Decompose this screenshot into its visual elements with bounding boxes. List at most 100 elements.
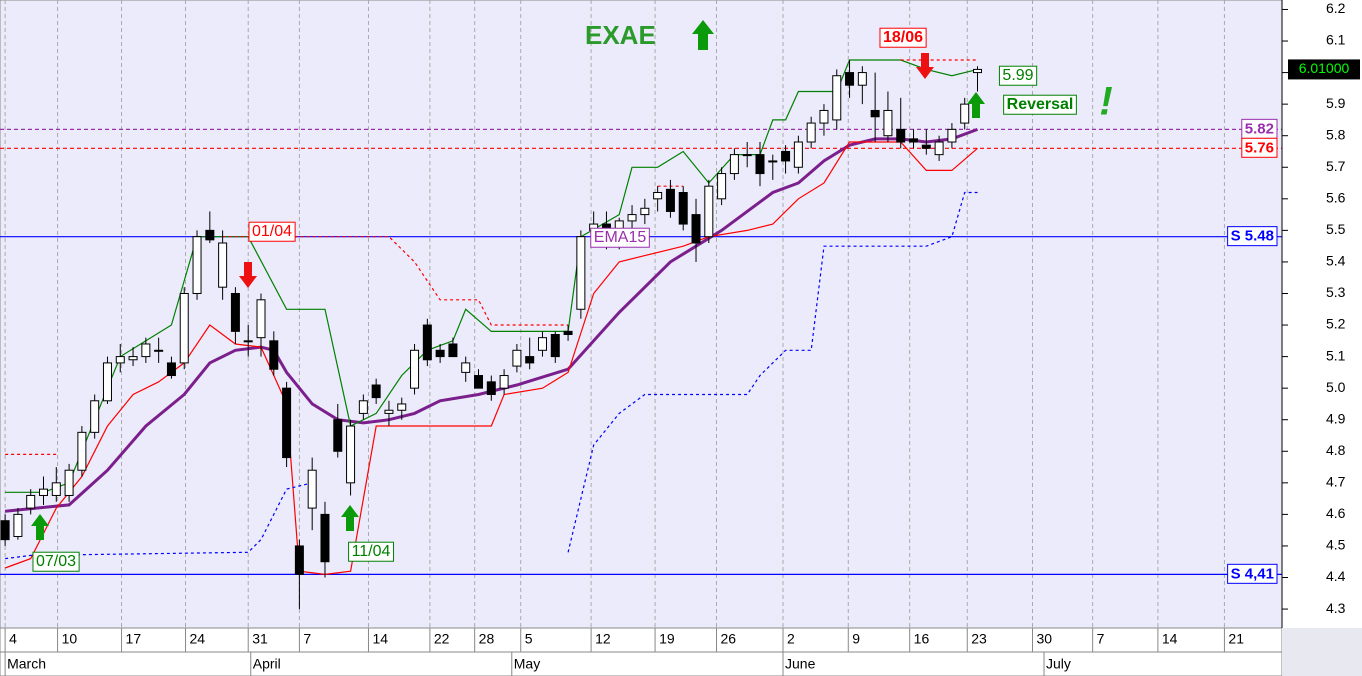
candle-body	[192, 236, 202, 294]
candle-body	[320, 513, 330, 563]
y-tick-label: 4.9	[1326, 410, 1346, 426]
down-arrow	[239, 262, 257, 288]
x-tick-label: 12	[595, 631, 611, 647]
candle-body	[102, 362, 112, 402]
x-tick-label: 16	[914, 631, 930, 647]
level-label: 5.82	[1245, 120, 1274, 137]
candle-body	[0, 520, 10, 541]
x-tick-label: 5	[525, 631, 533, 647]
y-tick-label: 4.4	[1326, 568, 1346, 584]
x-tick-label: 9	[852, 631, 860, 647]
candle-body	[934, 141, 944, 156]
candle-body	[51, 482, 61, 496]
y-tick-label: 5.8	[1326, 126, 1346, 142]
candle-body	[576, 236, 586, 310]
y-tick-label: 6.2	[1326, 0, 1346, 16]
annotation-box	[998, 65, 1038, 86]
x-tick-label: 17	[126, 631, 142, 647]
indicator-line	[5, 191, 978, 560]
annotation-box	[1003, 94, 1077, 115]
y-tick-label: 5.1	[1326, 347, 1346, 363]
annotation: 18/06	[883, 29, 923, 46]
indicator-line	[4, 127, 979, 513]
level-label-box	[1227, 563, 1278, 584]
candle-body	[397, 403, 407, 411]
annotation-box	[32, 551, 80, 572]
x-tick-label: 14	[372, 631, 388, 647]
candle-body	[781, 150, 791, 162]
up-arrow	[341, 505, 359, 531]
x-tick-label: 22	[434, 631, 450, 647]
y-tick-label: 5.3	[1326, 284, 1346, 300]
lines	[4, 59, 979, 576]
candle-body	[819, 109, 829, 124]
candle-body	[947, 128, 957, 143]
candle-body	[857, 72, 867, 86]
annotation-box	[248, 221, 296, 242]
candle-body	[512, 349, 522, 367]
candle-body	[665, 188, 675, 212]
x-tick-label: 21	[1228, 631, 1244, 647]
candle-body	[486, 381, 496, 395]
up-arrow	[692, 20, 714, 50]
candle-body	[282, 387, 292, 459]
y-tick-label: 4.3	[1326, 600, 1346, 616]
candle-body	[269, 340, 279, 370]
y-tick-label: 5.0	[1326, 379, 1346, 395]
candle-body	[39, 488, 49, 496]
candle-body	[717, 173, 727, 200]
annotation: 11/04	[352, 543, 391, 560]
chart-title: EXAE	[585, 20, 656, 50]
candle-body	[729, 154, 739, 175]
candle-body	[256, 299, 266, 339]
x-tick-label: 14	[1162, 631, 1178, 647]
candle-body	[653, 192, 663, 200]
candle-body	[845, 72, 855, 86]
candle-body	[179, 292, 189, 364]
indicator-line	[5, 59, 978, 455]
y-axis-area	[1282, 0, 1362, 628]
month-label: May	[514, 656, 540, 672]
x-tick-label: 10	[62, 631, 78, 647]
candle-body	[64, 469, 74, 496]
candle-body	[793, 141, 803, 168]
candle-body	[410, 349, 420, 389]
x-tick-label: 30	[1037, 631, 1053, 647]
x-tick-label: 26	[720, 631, 736, 647]
candle-body	[870, 109, 880, 118]
y-tick-label: 5.4	[1326, 253, 1346, 269]
annotation: 5.99	[1002, 67, 1033, 84]
candle-body	[896, 128, 906, 143]
candle-body	[537, 337, 547, 351]
candle-body	[141, 343, 151, 358]
annotation-box	[590, 227, 650, 248]
candle-body	[77, 431, 87, 471]
x-tick-label: 7	[1097, 631, 1105, 647]
candles	[0, 59, 982, 610]
candle-body	[115, 356, 125, 364]
candle-body	[742, 154, 752, 157]
up-arrow	[31, 514, 49, 540]
corner	[1282, 628, 1362, 676]
month-label: June	[785, 656, 816, 672]
candle-body	[154, 349, 164, 352]
candle-body	[448, 343, 458, 358]
candle-body	[166, 362, 176, 377]
plot-area	[0, 0, 1283, 629]
level-label-box	[1227, 226, 1278, 247]
candle-body	[294, 545, 304, 575]
candle-body	[806, 122, 816, 143]
level-label: 5.76	[1245, 139, 1274, 156]
candle-body	[205, 229, 215, 241]
x-tick-label: 24	[190, 631, 206, 647]
candle-body	[346, 425, 356, 484]
x-tick-label: 4	[9, 631, 17, 647]
candle-body	[678, 192, 688, 225]
candle-body	[230, 292, 240, 332]
candle-body	[691, 214, 701, 244]
y-tick-label: 5.2	[1326, 316, 1346, 332]
candle-body	[474, 375, 484, 389]
y-tick-label: 5.6	[1326, 190, 1346, 206]
arrows	[31, 20, 985, 540]
